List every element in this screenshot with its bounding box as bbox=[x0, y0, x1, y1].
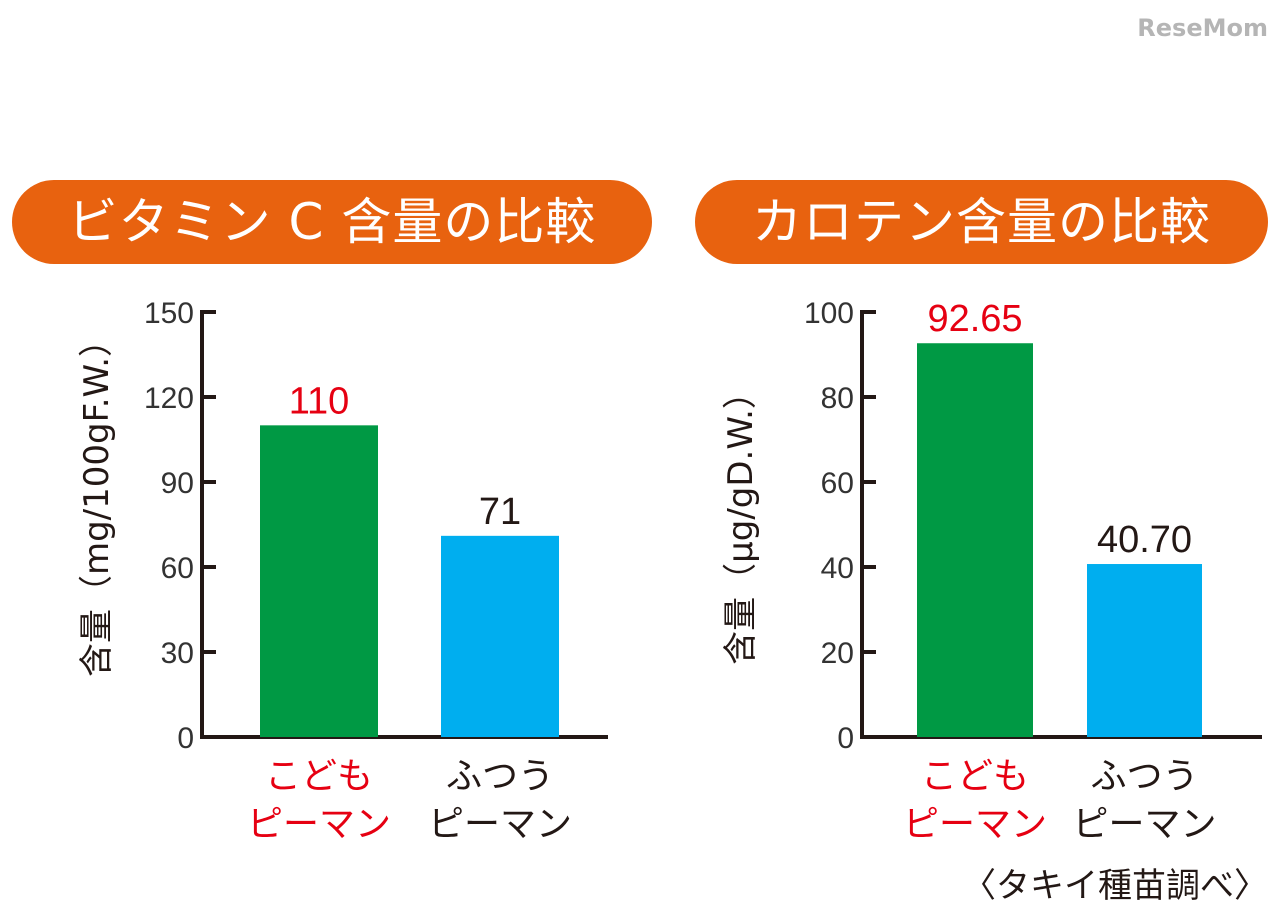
y-tick-label: 0 bbox=[837, 722, 854, 755]
data-label: 92.65 bbox=[927, 298, 1022, 340]
source-note: 〈タキイ種苗調べ〉 bbox=[962, 866, 1268, 906]
y-axis-label: 含量（μg/gD.W.） bbox=[721, 375, 761, 665]
chart-title-carotene: カロテン含量の比較 bbox=[695, 180, 1268, 264]
y-axis-label: 含量（mg/100gF.W.） bbox=[77, 323, 117, 677]
y-tick-label: 30 bbox=[161, 637, 194, 670]
data-label: 71 bbox=[479, 491, 521, 533]
data-label: 40.70 bbox=[1097, 519, 1192, 561]
y-tick-label: 150 bbox=[144, 297, 194, 330]
x-category-label: ピーマン bbox=[428, 804, 572, 845]
chart-title-vitamin-c: ビタミン C 含量の比較 bbox=[12, 180, 652, 264]
x-category-label: ふつう bbox=[446, 756, 554, 797]
y-tick-label: 0 bbox=[177, 722, 194, 755]
x-category-label: ピーマン bbox=[247, 804, 391, 845]
data-label: 110 bbox=[289, 380, 350, 422]
y-tick-label: 120 bbox=[144, 382, 194, 415]
y-tick-label: 90 bbox=[161, 467, 194, 500]
bar-kodomo bbox=[260, 425, 378, 737]
y-tick-label: 100 bbox=[804, 297, 854, 330]
x-category-label: こども bbox=[265, 756, 373, 797]
y-tick-label: 60 bbox=[161, 552, 194, 585]
y-tick-label: 40 bbox=[821, 552, 854, 585]
y-tick-label: 20 bbox=[821, 637, 854, 670]
x-category-label: こども bbox=[921, 756, 1029, 797]
bar-kodomo bbox=[917, 343, 1033, 737]
y-tick-label: 80 bbox=[821, 382, 854, 415]
watermark-logo: ReseMom bbox=[1137, 14, 1268, 42]
x-category-label: ピーマン bbox=[903, 804, 1047, 845]
bar-futsuu bbox=[1087, 564, 1202, 737]
x-category-label: ピーマン bbox=[1072, 804, 1216, 845]
x-category-label: ふつう bbox=[1090, 756, 1198, 797]
y-tick-label: 60 bbox=[821, 467, 854, 500]
bar-futsuu bbox=[441, 535, 559, 737]
